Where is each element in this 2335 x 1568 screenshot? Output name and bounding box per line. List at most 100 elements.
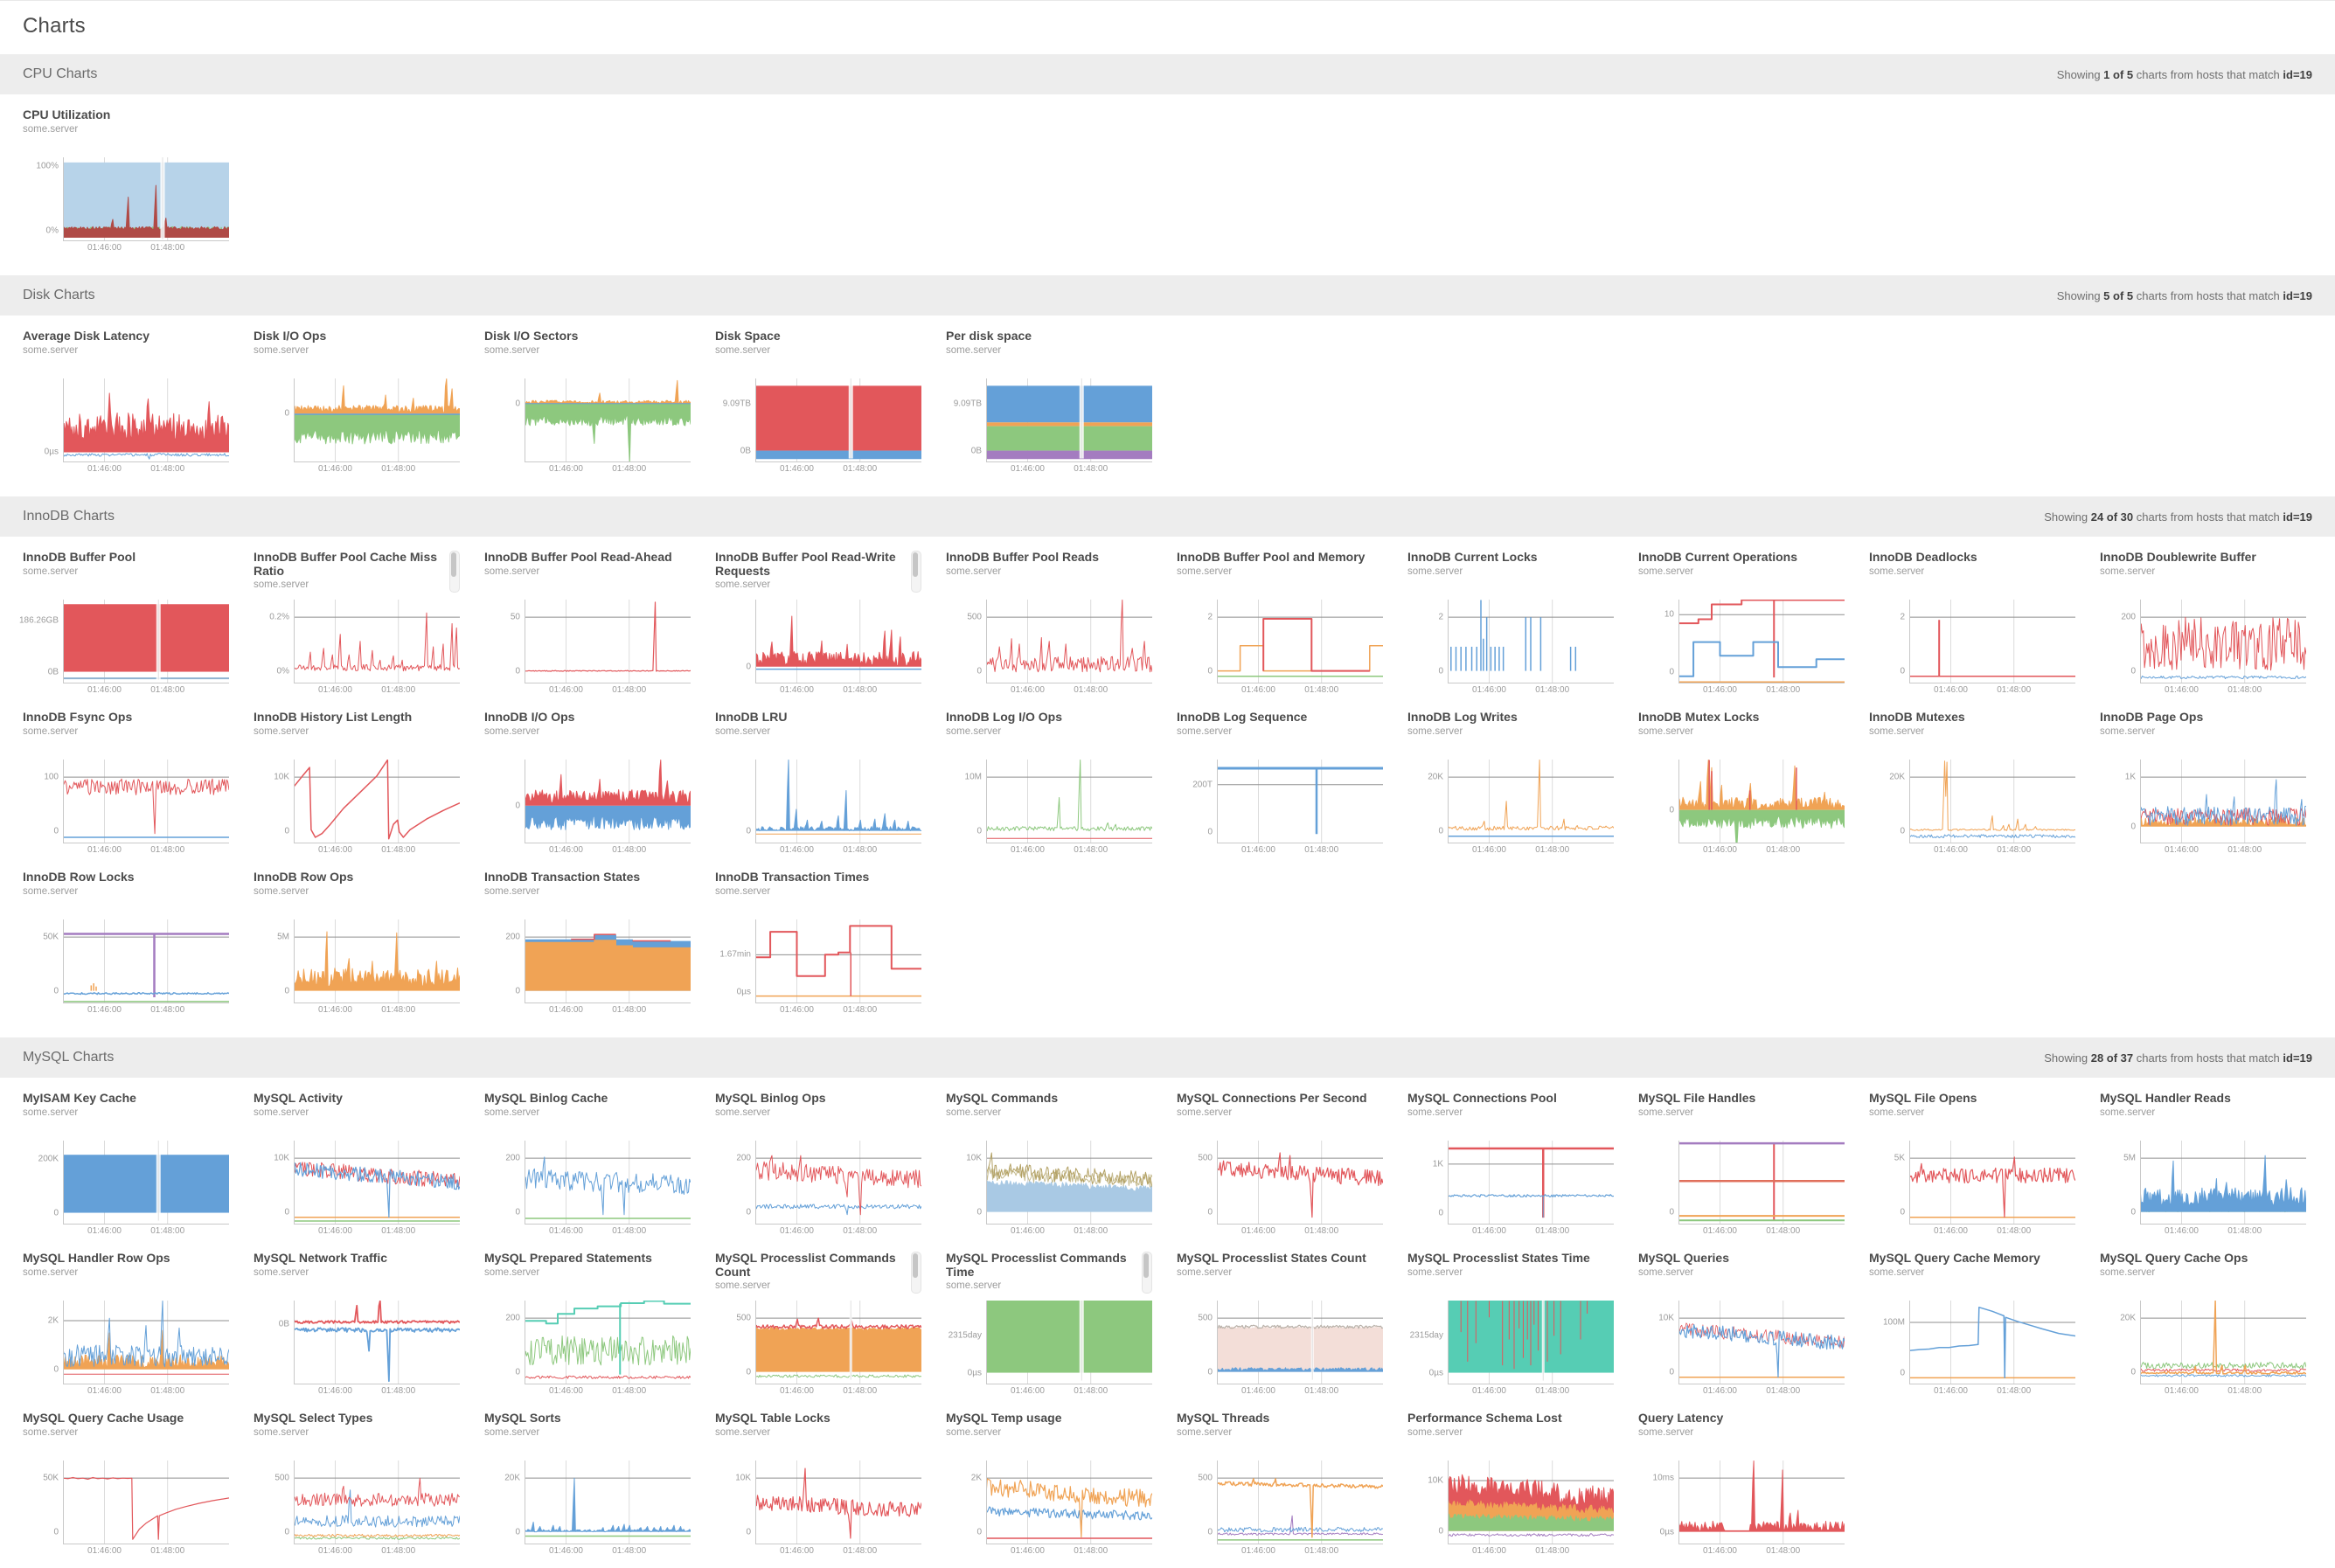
chart-sparkline[interactable] — [1217, 1301, 1383, 1384]
chart-card[interactable]: InnoDB Transaction States some.server 20… — [484, 870, 691, 1016]
chart-title[interactable]: MySQL Sorts — [484, 1411, 561, 1425]
chart-title[interactable]: InnoDB Doublewrite Buffer — [2100, 550, 2256, 564]
title-scrollbar-thumb[interactable] — [1143, 1253, 1149, 1278]
chart-sparkline[interactable] — [63, 157, 229, 241]
chart-sparkline[interactable] — [525, 919, 691, 1003]
chart-sparkline[interactable] — [525, 1301, 691, 1384]
chart-sparkline[interactable] — [63, 1141, 229, 1225]
chart-title[interactable]: Average Disk Latency — [23, 329, 149, 343]
chart-title[interactable]: InnoDB Row Locks — [23, 870, 135, 884]
chart-card[interactable]: InnoDB Page Ops some.server 1K 0 01:46:00… — [2100, 710, 2306, 857]
chart-title[interactable]: InnoDB Transaction States — [484, 870, 641, 884]
chart-title[interactable]: MySQL Prepared Statements — [484, 1251, 652, 1265]
chart-card[interactable]: MySQL File Opens some.server 5K 0 01:46:0… — [1869, 1091, 2075, 1238]
chart-sparkline[interactable] — [2140, 1141, 2306, 1225]
chart-sparkline[interactable] — [755, 600, 921, 683]
chart-title[interactable]: MySQL Queries — [1638, 1251, 1730, 1265]
chart-sparkline[interactable] — [294, 1460, 460, 1544]
chart-card[interactable]: MySQL Temp usage some.server 2K 0 01:46:0… — [946, 1411, 1152, 1558]
chart-card[interactable]: MySQL Processlist Commands Count some.se… — [715, 1251, 921, 1398]
chart-sparkline[interactable] — [755, 760, 921, 843]
title-scrollbar-thumb[interactable] — [451, 552, 456, 577]
chart-card[interactable]: MySQL Query Cache Usage some.server 50K 0… — [23, 1411, 229, 1558]
chart-sparkline[interactable] — [986, 760, 1152, 843]
chart-sparkline[interactable] — [2140, 760, 2306, 843]
chart-sparkline[interactable] — [986, 600, 1152, 683]
chart-title[interactable]: InnoDB Mutexes — [1869, 710, 1965, 724]
chart-sparkline[interactable] — [294, 378, 460, 462]
chart-card[interactable]: CPU Utilization some.server 100% 0% 01:46… — [23, 108, 229, 254]
chart-card[interactable]: MySQL Queries some.server 10K 0 01:46:00 0… — [1638, 1251, 1845, 1398]
chart-title[interactable]: InnoDB Buffer Pool — [23, 550, 136, 564]
chart-sparkline[interactable] — [755, 919, 921, 1003]
chart-title[interactable]: InnoDB Buffer Pool and Memory — [1177, 550, 1366, 564]
chart-card[interactable]: MyISAM Key Cache some.server 200K 0 01:46… — [23, 1091, 229, 1238]
chart-title[interactable]: InnoDB Current Operations — [1638, 550, 1798, 564]
chart-card[interactable]: MySQL Handler Reads some.server 5M 0 01:4… — [2100, 1091, 2306, 1238]
chart-card[interactable]: InnoDB LRU some.server 0 01:46:00 01:48:0… — [715, 710, 921, 857]
chart-sparkline[interactable] — [1217, 1141, 1383, 1225]
chart-title[interactable]: MySQL Binlog Ops — [715, 1091, 826, 1105]
chart-card[interactable]: InnoDB Doublewrite Buffer some.server 20… — [2100, 550, 2306, 697]
title-scrollbar-thumb[interactable] — [913, 1253, 918, 1278]
chart-sparkline[interactable] — [986, 1301, 1152, 1384]
chart-title[interactable]: InnoDB History List Length — [254, 710, 413, 724]
chart-card[interactable]: MySQL Connections Pool some.server 1K 0 0… — [1407, 1091, 1614, 1238]
chart-card[interactable]: MySQL Binlog Ops some.server 200 0 01:46:… — [715, 1091, 921, 1238]
chart-sparkline[interactable] — [525, 1141, 691, 1225]
chart-sparkline[interactable] — [1448, 600, 1614, 683]
chart-title[interactable]: InnoDB I/O Ops — [484, 710, 575, 724]
chart-sparkline[interactable] — [986, 1141, 1152, 1225]
chart-title[interactable]: Disk I/O Sectors — [484, 329, 579, 343]
chart-title[interactable]: MySQL Handler Row Ops — [23, 1251, 170, 1265]
chart-card[interactable]: InnoDB Mutex Locks some.server 0 01:46:0… — [1638, 710, 1845, 857]
chart-sparkline[interactable] — [1448, 1141, 1614, 1225]
chart-card[interactable]: MySQL Handler Row Ops some.server 2K 0 01… — [23, 1251, 229, 1398]
chart-title[interactable]: Query Latency — [1638, 1411, 1724, 1425]
chart-card[interactable]: InnoDB Log Writes some.server 20K 0 01:46… — [1407, 710, 1614, 857]
chart-card[interactable]: MySQL Processlist States Count some.serv… — [1177, 1251, 1383, 1398]
chart-sparkline[interactable] — [294, 1301, 460, 1384]
chart-sparkline[interactable] — [63, 600, 229, 683]
chart-card[interactable]: InnoDB Buffer Pool Read-Write Requests s… — [715, 550, 921, 697]
chart-title[interactable]: MySQL Connections Per Second — [1177, 1091, 1367, 1105]
chart-sparkline[interactable] — [1678, 1301, 1845, 1384]
chart-card[interactable]: MySQL Commands some.server 10K 0 01:46:00… — [946, 1091, 1152, 1238]
chart-card[interactable]: MySQL Processlist States Time some.serve… — [1407, 1251, 1614, 1398]
chart-title[interactable]: InnoDB Deadlocks — [1869, 550, 1977, 564]
chart-sparkline[interactable] — [1678, 760, 1845, 843]
chart-sparkline[interactable] — [63, 760, 229, 843]
chart-title[interactable]: MySQL Query Cache Ops — [2100, 1251, 2248, 1265]
chart-sparkline[interactable] — [63, 378, 229, 462]
title-scrollbar[interactable] — [911, 1252, 921, 1294]
chart-title[interactable]: MySQL Handler Reads — [2100, 1091, 2231, 1105]
chart-title[interactable]: MySQL Query Cache Usage — [23, 1411, 184, 1425]
chart-sparkline[interactable] — [294, 919, 460, 1003]
chart-title[interactable]: MySQL Connections Pool — [1407, 1091, 1557, 1105]
chart-sparkline[interactable] — [2140, 1301, 2306, 1384]
chart-sparkline[interactable] — [1448, 1460, 1614, 1544]
chart-card[interactable]: MySQL Connections Per Second some.server… — [1177, 1091, 1383, 1238]
chart-title[interactable]: MySQL File Handles — [1638, 1091, 1756, 1105]
chart-title[interactable]: InnoDB Buffer Pool Cache Miss Ratio — [254, 550, 438, 578]
chart-card[interactable]: MySQL Network Traffic some.server 0B 01:… — [254, 1251, 460, 1398]
chart-title[interactable]: MySQL Processlist Commands Count — [715, 1251, 896, 1279]
chart-card[interactable]: MySQL Threads some.server 500 0 01:46:00 0… — [1177, 1411, 1383, 1558]
chart-title[interactable]: MySQL Activity — [254, 1091, 343, 1105]
chart-card[interactable]: MySQL Activity some.server 10K 0 01:46:00… — [254, 1091, 460, 1238]
chart-title[interactable]: InnoDB Transaction Times — [715, 870, 870, 884]
chart-title[interactable]: InnoDB Page Ops — [2100, 710, 2204, 724]
chart-title[interactable]: InnoDB LRU — [715, 710, 788, 724]
chart-sparkline[interactable] — [525, 378, 691, 462]
chart-title[interactable]: Per disk space — [946, 329, 1032, 343]
chart-sparkline[interactable] — [1217, 600, 1383, 683]
chart-card[interactable]: InnoDB Row Ops some.server 5M 0 01:46:00 0… — [254, 870, 460, 1016]
chart-sparkline[interactable] — [986, 378, 1152, 462]
chart-card[interactable]: InnoDB Buffer Pool and Memory some.serve… — [1177, 550, 1383, 697]
chart-title[interactable]: CPU Utilization — [23, 108, 111, 121]
chart-title[interactable]: InnoDB Log I/O Ops — [946, 710, 1062, 724]
chart-sparkline[interactable] — [525, 760, 691, 843]
chart-card[interactable]: Disk I/O Ops some.server 0 01:46:00 01:48… — [254, 329, 460, 475]
chart-card[interactable]: InnoDB Mutexes some.server 20K 0 01:46:00… — [1869, 710, 2075, 857]
